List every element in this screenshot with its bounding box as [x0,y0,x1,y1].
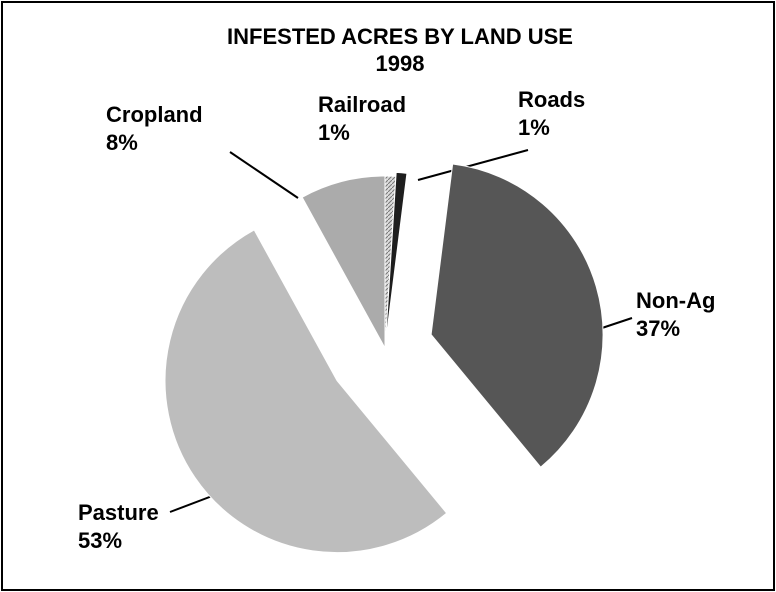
slice-value-label: 1% [318,120,350,145]
slice-value-label: 8% [106,130,138,155]
leader-line [229,151,299,199]
slice-value-label: 37% [636,316,680,341]
slice-label: Roads [518,87,585,112]
pie-slice [301,175,386,349]
slice-value-label: 1% [518,115,550,140]
chart-title: INFESTED ACRES BY LAND USE [227,24,573,49]
pie-slice [164,229,448,554]
slice-value-label: 53% [78,528,122,553]
pie-slice [384,171,408,345]
slice-label: Cropland [106,102,203,127]
slice-label: Pasture [78,500,159,525]
slice-label: Non-Ag [636,288,715,313]
chart-subtitle: 1998 [376,51,425,76]
leader-line [417,149,529,181]
pie-slice [430,163,604,468]
slice-label: Railroad [318,92,406,117]
